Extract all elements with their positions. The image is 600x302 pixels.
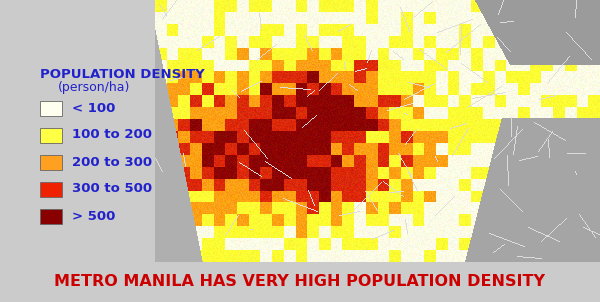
Text: < 100: < 100 (72, 101, 115, 114)
Bar (40, 182, 62, 197)
Bar (40, 208, 62, 223)
Text: 100 to 200: 100 to 200 (72, 128, 152, 142)
Bar (40, 127, 62, 143)
Text: > 500: > 500 (72, 210, 115, 223)
Bar (40, 101, 62, 115)
Text: 200 to 300: 200 to 300 (72, 156, 152, 169)
Text: METRO MANILA HAS VERY HIGH POPULATION DENSITY: METRO MANILA HAS VERY HIGH POPULATION DE… (55, 274, 545, 289)
Text: 300 to 500: 300 to 500 (72, 182, 152, 195)
Bar (40, 155, 62, 169)
Text: POPULATION DENSITY: POPULATION DENSITY (40, 68, 205, 81)
Text: (person/ha): (person/ha) (58, 82, 130, 95)
